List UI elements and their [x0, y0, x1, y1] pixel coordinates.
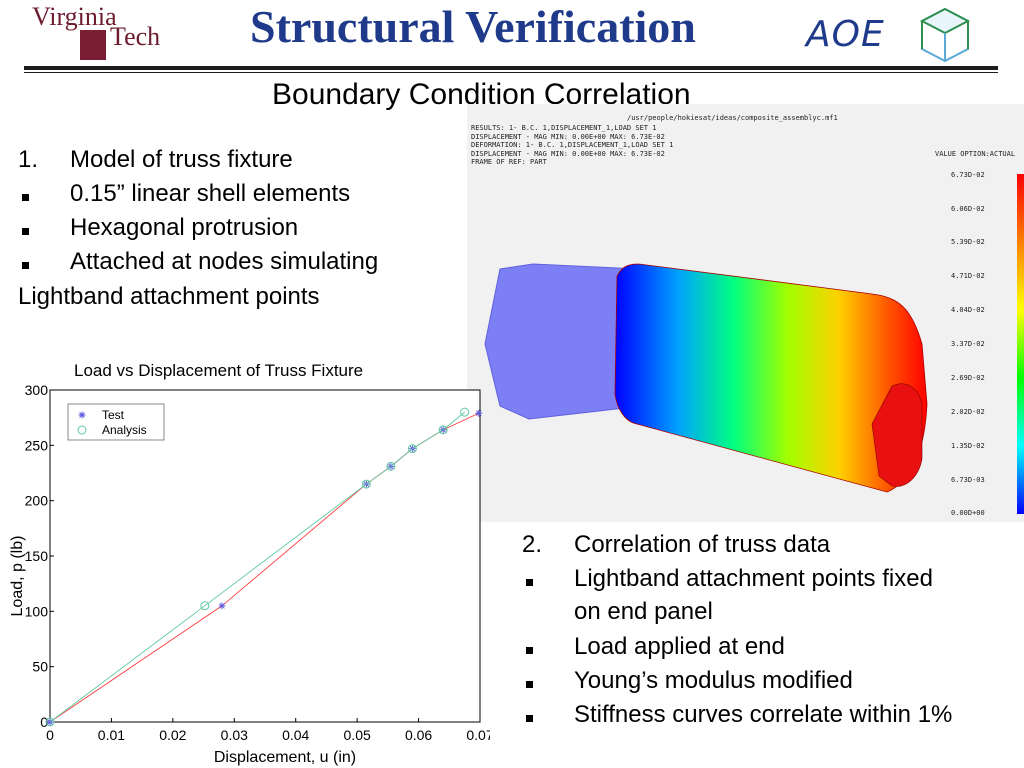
page-title: Structural Verification: [250, 1, 696, 52]
scale-label: 3.37D-02: [951, 340, 985, 348]
chart-title: Load vs Displacement of Truss Fixture: [74, 361, 364, 380]
list-text: Lightband attachment points: [18, 283, 320, 310]
list-text: 0.15” linear shell elements: [70, 180, 351, 207]
scale-label: 2.69D-02: [951, 374, 985, 382]
fea-model-image: [484, 174, 1024, 514]
scale-label: 6.06D-02: [951, 205, 985, 213]
list-marker: 1.: [18, 146, 39, 173]
square-bullet-icon: [522, 565, 533, 593]
scale-label: 1.35D-02: [951, 442, 985, 450]
header-rule-thin: [24, 72, 998, 73]
legend-label: Analysis: [102, 423, 147, 437]
fea-result-panel: /usr/people/hokiesat/ideas/composite_ass…: [467, 104, 1024, 522]
y-tick-label: 200: [25, 493, 49, 509]
series-line-analysis: [49, 411, 465, 723]
y-tick-label: 0: [40, 714, 48, 730]
list-text: Load applied at end: [574, 633, 785, 660]
logo-text-virginia: Virginia: [32, 2, 117, 31]
logo-text-tech: Tech: [110, 22, 161, 51]
hexagon-satellite-icon: [919, 7, 971, 63]
data-point-analysis: [460, 407, 470, 417]
scale-label: 0.00D+00: [951, 509, 985, 517]
data-point-analysis: [45, 717, 55, 727]
x-tick-label: 0.06: [405, 727, 432, 743]
truss-body: [614, 263, 928, 493]
legend-marker: [77, 425, 87, 435]
y-tick-label: 50: [32, 659, 48, 675]
scale-label: 5.39D-02: [951, 238, 985, 246]
fea-file-path: /usr/people/hokiesat/ideas/composite_ass…: [627, 114, 838, 122]
aoe-logo-text: AOE: [806, 14, 885, 55]
list-text: Hexagonal protrusion: [70, 214, 299, 241]
plot-area: [49, 389, 481, 723]
legend-marker: [78, 411, 86, 419]
x-tick-label: 0.01: [98, 727, 125, 743]
x-tick-label: 0: [46, 727, 54, 743]
x-axis-label: Displacement, u (in): [214, 749, 356, 766]
data-point-analysis: [407, 444, 417, 454]
square-bullet-icon: [522, 701, 533, 729]
scale-label: 6.73D-02: [951, 171, 985, 179]
square-bullet-icon: [18, 180, 29, 208]
data-point-analysis: [361, 479, 371, 489]
y-tick-label: 150: [25, 548, 49, 564]
square-bullet-icon: [18, 214, 29, 242]
square-bullet-icon: [522, 667, 533, 695]
x-tick-label: 0.07: [466, 727, 490, 743]
y-tick-label: 250: [25, 437, 49, 453]
scale-label: 4.71D-02: [951, 272, 985, 280]
header-rule: [24, 66, 998, 70]
y-axis-label: Load, p (lb): [9, 536, 26, 617]
scale-label: 2.02D-02: [951, 408, 985, 416]
data-point-analysis: [386, 461, 396, 471]
square-bullet-icon: [522, 633, 533, 661]
x-tick-label: 0.03: [221, 727, 248, 743]
list-text: Attached at nodes simulating: [70, 248, 379, 275]
x-tick-label: 0.05: [344, 727, 371, 743]
scale-label: 6.73D-03: [951, 476, 985, 484]
y-tick-label: 300: [25, 382, 49, 398]
data-point-analysis: [200, 601, 210, 611]
list-marker: 2.: [522, 531, 543, 558]
fea-value-option: VALUE OPTION:ACTUAL: [935, 150, 1016, 158]
load-displacement-chart: 0 0.01 0.02 0.03 0.04 0.05 0.06 0.07 0 50 100 150 20…: [9, 382, 490, 766]
list-text: Model of truss fixture: [70, 146, 293, 173]
fea-color-scale: [1017, 174, 1024, 514]
list-text: Correlation of truss data: [574, 531, 831, 558]
list-text: on end panel: [574, 598, 713, 625]
x-tick-label: 0.04: [282, 727, 309, 743]
data-point-test: [475, 409, 483, 417]
list-text: Lightband attachment points fixed: [574, 565, 933, 592]
square-bullet-icon: [18, 248, 29, 276]
x-tick-label: 0.02: [159, 727, 186, 743]
y-tick-label: 100: [25, 603, 49, 619]
data-point-analysis: [438, 425, 448, 435]
legend-label: Test: [102, 408, 125, 422]
data-point-test: [218, 602, 226, 610]
list-text: Stiffness curves correlate within 1%: [574, 701, 953, 728]
scale-label: 4.04D-02: [951, 306, 985, 314]
list-text: Young’s modulus modified: [574, 667, 853, 694]
vt-shield-mark: [80, 30, 106, 60]
hex-protrusion: [484, 263, 643, 420]
fea-info-text: RESULTS: 1- B.C. 1,DISPLACEMENT_1,LOAD S…: [471, 124, 674, 166]
